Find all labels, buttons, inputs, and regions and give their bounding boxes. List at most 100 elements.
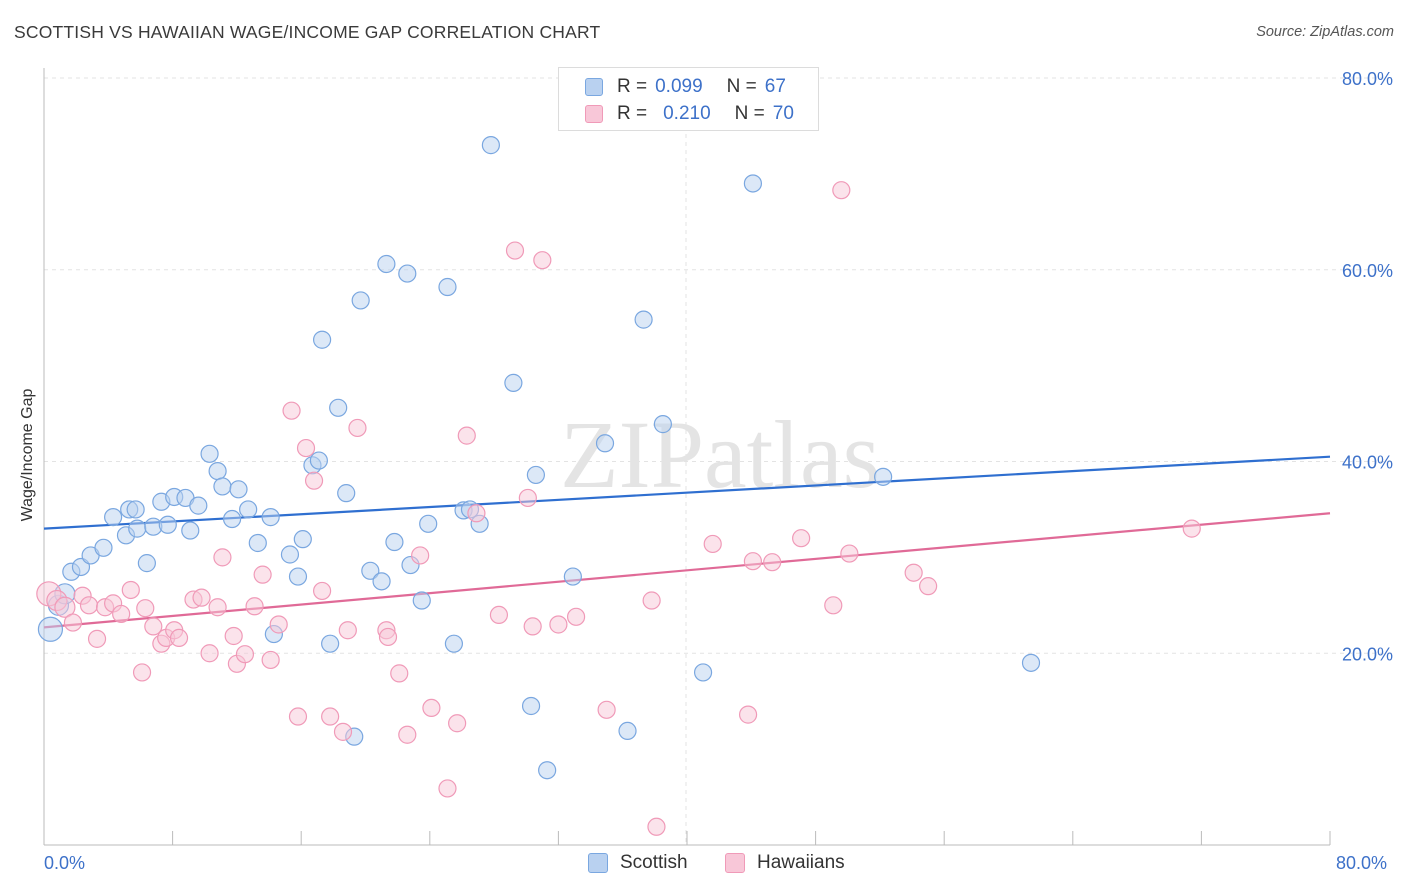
point-hawaiians (338, 621, 357, 640)
point-scottish (312, 330, 332, 349)
legend-r-label: R = (617, 76, 648, 97)
y-axis-label: Wage/Income Gap (19, 388, 36, 522)
point-hawaiians (79, 596, 99, 615)
point-hawaiians (333, 722, 353, 741)
correlation-legend: R = 0.099 N = 67 R = 0.210 N = 70 (558, 67, 819, 131)
point-hawaiians (121, 580, 140, 600)
point-scottish (634, 310, 653, 329)
point-hawaiians (743, 552, 763, 571)
point-hawaiians (288, 707, 308, 726)
point-hawaiians (144, 617, 163, 636)
bottom-legend-swatch-hawaiians (725, 853, 745, 873)
point-hawaiians (282, 401, 301, 420)
point-scottish (288, 567, 308, 586)
point-hawaiians (763, 553, 782, 572)
legend-r-value: 0.099 (655, 76, 703, 97)
point-scottish (653, 415, 672, 434)
point-hawaiians (489, 605, 509, 625)
point-hawaiians (422, 698, 441, 717)
point-scottish (94, 538, 113, 557)
point-scottish (372, 572, 391, 591)
point-hawaiians (54, 596, 76, 618)
chart-title: SCOTTISH VS HAWAIIAN WAGE/INCOME GAP COR… (14, 22, 601, 42)
chart-source: Source: ZipAtlas.com (1256, 24, 1394, 40)
point-hawaiians (169, 628, 189, 648)
point-scottish (280, 545, 300, 564)
point-hawaiians (398, 725, 417, 744)
point-hawaiians (87, 629, 107, 648)
bottom-legend-swatch-scottish (588, 853, 608, 873)
point-hawaiians (235, 645, 255, 664)
trend-line-hawaiians (43, 512, 1331, 629)
point-scottish (385, 532, 404, 552)
point-hawaiians (549, 615, 568, 634)
y-tick-label: 20.0% (1342, 644, 1393, 664)
y-tick-label: 60.0% (1342, 261, 1393, 281)
point-hawaiians (832, 181, 851, 200)
point-scottish (329, 398, 348, 417)
legend-row-hawaiians: R = 0.210 N = 70 (585, 101, 794, 127)
point-scottish (521, 696, 541, 716)
point-hawaiians (312, 581, 332, 601)
point-hawaiians (824, 596, 843, 615)
point-scottish (248, 533, 267, 553)
point-hawaiians (642, 591, 661, 610)
point-scottish (208, 461, 227, 481)
point-scottish (189, 496, 208, 515)
point-hawaiians (647, 817, 666, 836)
y-tick-label: 40.0% (1342, 453, 1393, 473)
point-scottish (351, 291, 370, 310)
point-scottish (874, 467, 893, 486)
point-hawaiians (1182, 519, 1201, 538)
point-scottish (321, 634, 340, 653)
point-scottish (481, 136, 500, 155)
legend-swatch-hawaiians (585, 105, 603, 123)
point-hawaiians (411, 546, 430, 565)
point-scottish (1021, 653, 1041, 672)
point-hawaiians (261, 650, 280, 670)
bottom-legend-label-scottish: Scottish (620, 852, 688, 873)
point-scottish (693, 663, 713, 682)
bottom-legend-hawaiians: Hawaiians (725, 852, 845, 874)
axes (43, 68, 1331, 846)
point-hawaiians (200, 644, 219, 663)
point-hawaiians (566, 607, 586, 626)
point-hawaiians (224, 626, 243, 646)
point-hawaiians (213, 548, 232, 567)
point-hawaiians (738, 705, 758, 724)
point-hawaiians (253, 565, 272, 584)
legend-n-value: 67 (764, 76, 786, 97)
point-hawaiians (533, 251, 552, 270)
legend-swatch-scottish (585, 78, 603, 96)
data-points (36, 136, 1201, 836)
point-hawaiians (208, 598, 227, 617)
legend-n-label: N = (734, 103, 765, 124)
point-scottish (213, 477, 232, 496)
point-hawaiians (523, 617, 542, 636)
point-hawaiians (132, 663, 152, 682)
point-scottish (563, 567, 582, 586)
point-hawaiians (136, 599, 155, 618)
y-tick-label: 80.0% (1342, 69, 1393, 89)
legend-n-label: N = (726, 76, 757, 97)
y-tick-labels: 20.0% 40.0% 60.0% 80.0% (1342, 69, 1393, 664)
point-scottish (181, 521, 200, 540)
point-hawaiians (703, 534, 722, 554)
point-hawaiians (467, 504, 486, 523)
point-hawaiians (269, 615, 288, 634)
point-hawaiians (390, 664, 409, 683)
point-hawaiians (457, 426, 476, 445)
bottom-legend-label-hawaiians: Hawaiians (757, 852, 845, 873)
point-hawaiians (448, 714, 467, 733)
point-hawaiians (438, 779, 457, 798)
x-tick-label-max: 80.0% (1336, 853, 1388, 873)
trend-line-scottish (43, 455, 1331, 530)
point-scottish (222, 509, 242, 529)
point-scottish (239, 500, 258, 519)
point-scottish (261, 508, 280, 527)
point-hawaiians (904, 563, 923, 582)
point-hawaiians (505, 241, 525, 260)
point-scottish (398, 264, 417, 283)
point-scottish (37, 616, 64, 642)
